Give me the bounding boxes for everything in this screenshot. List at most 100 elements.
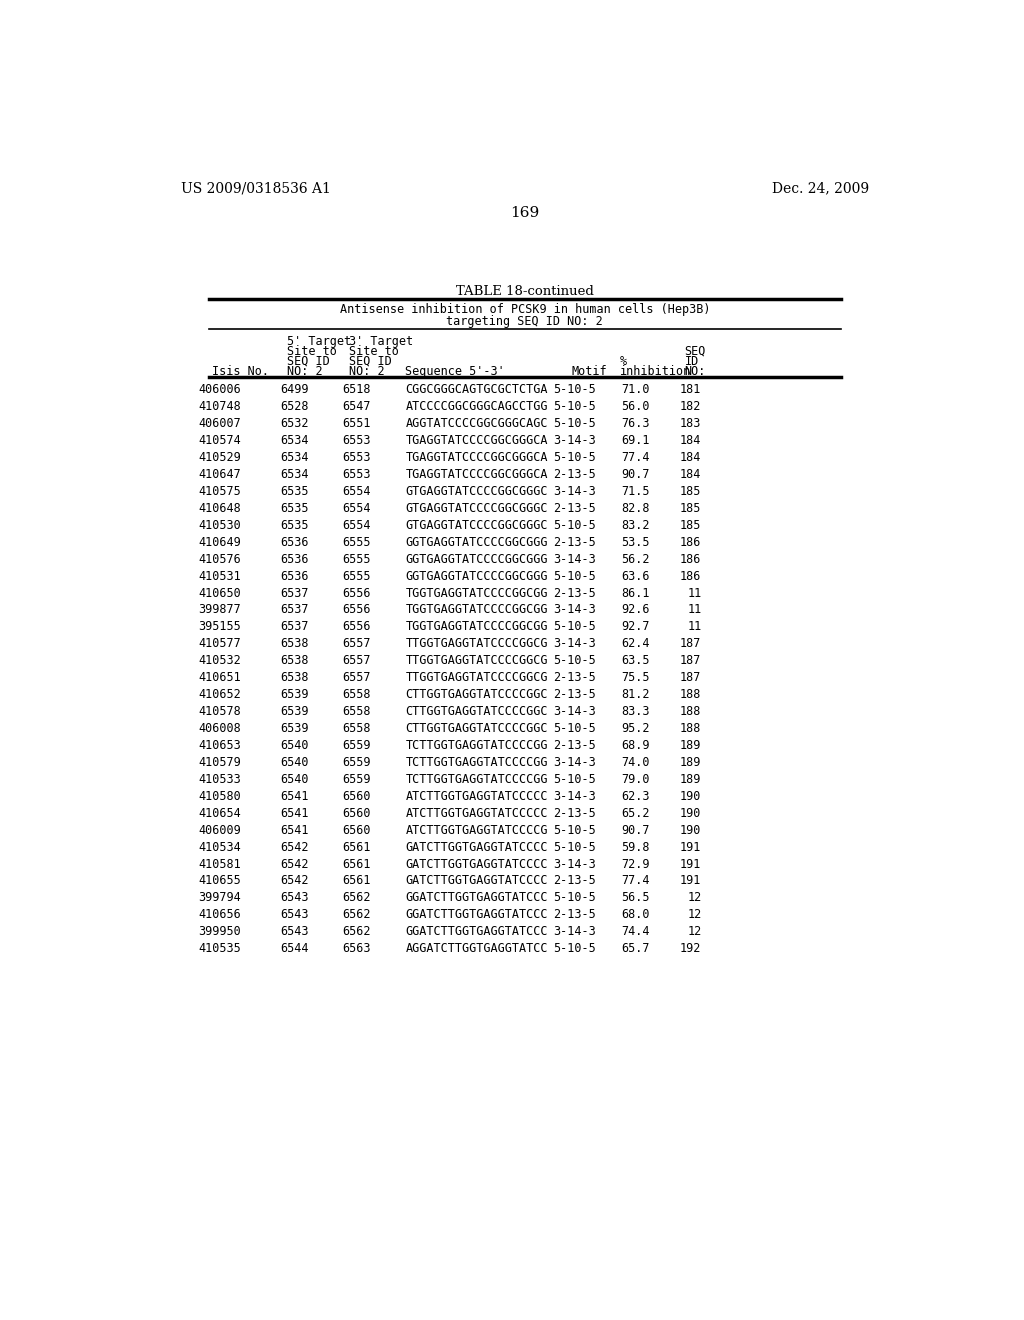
Text: GATCTTGGTGAGGTATCCCC: GATCTTGGTGAGGTATCCCC [406,875,548,887]
Text: 6536: 6536 [281,536,308,549]
Text: 11: 11 [687,586,701,599]
Text: 410529: 410529 [199,451,241,465]
Text: 74.4: 74.4 [622,925,649,939]
Text: 12: 12 [687,925,701,939]
Text: GGATCTTGGTGAGGTATCCC: GGATCTTGGTGAGGTATCCC [406,891,548,904]
Text: 185: 185 [680,502,701,515]
Text: 68.0: 68.0 [622,908,649,921]
Text: 6557: 6557 [342,655,371,668]
Text: 6559: 6559 [342,756,371,770]
Text: 189: 189 [680,756,701,770]
Text: 181: 181 [680,383,701,396]
Text: 410578: 410578 [199,705,241,718]
Text: 188: 188 [680,722,701,735]
Text: 6557: 6557 [342,671,371,684]
Text: 190: 190 [680,789,701,803]
Text: 77.4: 77.4 [622,451,649,465]
Text: ATCTTGGTGAGGTATCCCCC: ATCTTGGTGAGGTATCCCCC [406,807,548,820]
Text: 410531: 410531 [199,570,241,582]
Text: TGAGGTATCCCCGGCGGGCA: TGAGGTATCCCCGGCGGGCA [406,451,548,465]
Text: 190: 190 [680,824,701,837]
Text: 6539: 6539 [281,688,308,701]
Text: 5-10-5: 5-10-5 [553,891,596,904]
Text: 3-14-3: 3-14-3 [553,858,596,871]
Text: 2-13-5: 2-13-5 [553,688,596,701]
Text: Dec. 24, 2009: Dec. 24, 2009 [772,182,869,195]
Text: 187: 187 [680,655,701,668]
Text: 6537: 6537 [281,586,308,599]
Text: 95.2: 95.2 [622,722,649,735]
Text: 169: 169 [510,206,540,220]
Text: 81.2: 81.2 [622,688,649,701]
Text: 410654: 410654 [199,807,241,820]
Text: 6561: 6561 [342,841,371,854]
Text: 5-10-5: 5-10-5 [553,400,596,413]
Text: 86.1: 86.1 [622,586,649,599]
Text: 406008: 406008 [199,722,241,735]
Text: 3-14-3: 3-14-3 [553,553,596,566]
Text: 410581: 410581 [199,858,241,871]
Text: 6562: 6562 [342,891,371,904]
Text: 3-14-3: 3-14-3 [553,705,596,718]
Text: 2-13-5: 2-13-5 [553,469,596,480]
Text: AGGATCTTGGTGAGGTATCC: AGGATCTTGGTGAGGTATCC [406,942,548,956]
Text: inhibition: inhibition [621,364,691,378]
Text: TGAGGTATCCCCGGCGGGCA: TGAGGTATCCCCGGCGGGCA [406,469,548,480]
Text: 6559: 6559 [342,739,371,752]
Text: 6560: 6560 [342,807,371,820]
Text: 6535: 6535 [281,519,308,532]
Text: 65.7: 65.7 [622,942,649,956]
Text: ATCTTGGTGAGGTATCCCCG: ATCTTGGTGAGGTATCCCCG [406,824,548,837]
Text: GATCTTGGTGAGGTATCCCC: GATCTTGGTGAGGTATCCCC [406,858,548,871]
Text: 6540: 6540 [281,756,308,770]
Text: 65.2: 65.2 [622,807,649,820]
Text: 5-10-5: 5-10-5 [553,841,596,854]
Text: CGGCGGGCAGTGCGCTCTGA: CGGCGGGCAGTGCGCTCTGA [406,383,548,396]
Text: 2-13-5: 2-13-5 [553,671,596,684]
Text: 71.5: 71.5 [622,484,649,498]
Text: 6536: 6536 [281,553,308,566]
Text: 3-14-3: 3-14-3 [553,434,596,447]
Text: 6540: 6540 [281,774,308,785]
Text: 79.0: 79.0 [622,774,649,785]
Text: 191: 191 [680,858,701,871]
Text: 406006: 406006 [199,383,241,396]
Text: 6534: 6534 [281,469,308,480]
Text: 6551: 6551 [342,417,371,430]
Text: 3-14-3: 3-14-3 [553,603,596,616]
Text: GGTGAGGTATCCCCGGCGGG: GGTGAGGTATCCCCGGCGGG [406,536,548,549]
Text: 82.8: 82.8 [622,502,649,515]
Text: GTGAGGTATCCCCGGCGGGC: GTGAGGTATCCCCGGCGGGC [406,519,548,532]
Text: 410652: 410652 [199,688,241,701]
Text: 192: 192 [680,942,701,956]
Text: 6541: 6541 [281,807,308,820]
Text: 2-13-5: 2-13-5 [553,875,596,887]
Text: 185: 185 [680,519,701,532]
Text: 11: 11 [687,603,701,616]
Text: Site to: Site to [349,345,398,358]
Text: 3-14-3: 3-14-3 [553,789,596,803]
Text: 185: 185 [680,484,701,498]
Text: GGATCTTGGTGAGGTATCCC: GGATCTTGGTGAGGTATCCC [406,925,548,939]
Text: ID: ID [684,355,698,368]
Text: NO: 2: NO: 2 [349,364,384,378]
Text: 5-10-5: 5-10-5 [553,620,596,634]
Text: 12: 12 [687,908,701,921]
Text: 187: 187 [680,671,701,684]
Text: 184: 184 [680,469,701,480]
Text: SEQ: SEQ [684,345,706,358]
Text: 191: 191 [680,841,701,854]
Text: 2-13-5: 2-13-5 [553,586,596,599]
Text: TCTTGGTGAGGTATCCCCGG: TCTTGGTGAGGTATCCCCGG [406,739,548,752]
Text: 3-14-3: 3-14-3 [553,756,596,770]
Text: 3-14-3: 3-14-3 [553,484,596,498]
Text: US 2009/0318536 A1: US 2009/0318536 A1 [180,182,331,195]
Text: 6559: 6559 [342,774,371,785]
Text: 6555: 6555 [342,536,371,549]
Text: 56.2: 56.2 [622,553,649,566]
Text: TTGGTGAGGTATCCCCGGCG: TTGGTGAGGTATCCCCGGCG [406,671,548,684]
Text: 6539: 6539 [281,705,308,718]
Text: 5-10-5: 5-10-5 [553,774,596,785]
Text: 189: 189 [680,739,701,752]
Text: 6536: 6536 [281,570,308,582]
